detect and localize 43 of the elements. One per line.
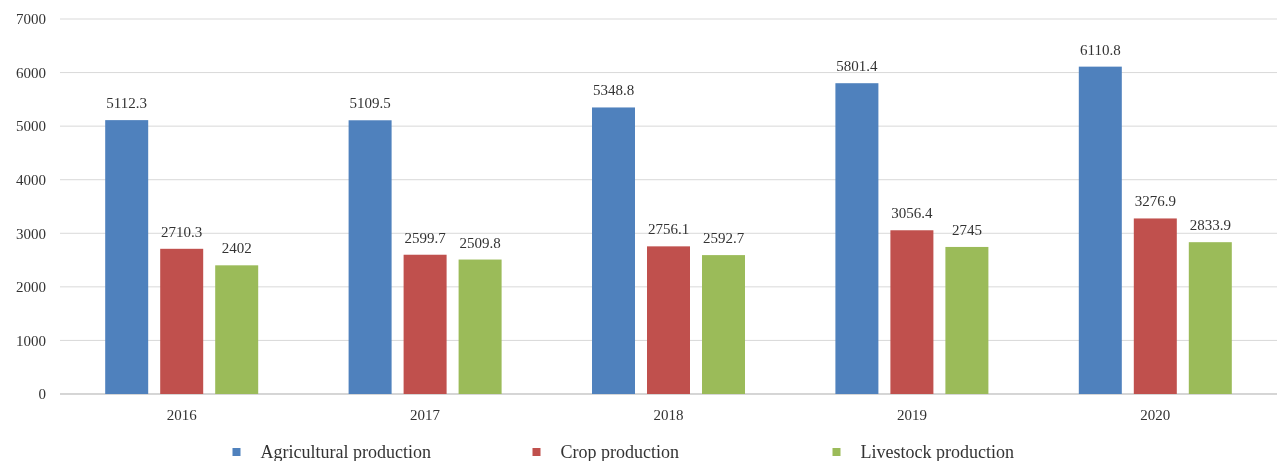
- data-label: 5348.8: [592, 82, 635, 99]
- data-label: 2592.7: [702, 230, 745, 247]
- data-label: 2599.7: [404, 229, 447, 246]
- bar: [835, 83, 879, 394]
- y-tick-label: 1000: [16, 332, 46, 349]
- bar: [160, 248, 204, 394]
- y-tick-label: 7000: [16, 11, 46, 28]
- y-tick-label: 2000: [16, 279, 46, 296]
- x-tick-label: 2016: [166, 407, 198, 423]
- data-label: 5112.3: [106, 95, 148, 112]
- x-tick-label: 2020: [1140, 407, 1171, 423]
- bar: [348, 120, 392, 394]
- data-label: 3056.4: [891, 205, 934, 222]
- bar: [215, 265, 259, 394]
- bar: [1078, 66, 1122, 394]
- data-label: 2756.1: [647, 221, 690, 238]
- bar: [1133, 218, 1177, 394]
- bar: [458, 259, 502, 394]
- x-tick-label: 2019: [896, 407, 927, 423]
- y-tick-label: 4000: [16, 171, 46, 188]
- data-label: 2710.3: [161, 223, 203, 240]
- bar: [1188, 242, 1232, 394]
- bar: [403, 254, 447, 394]
- data-label: 3276.9: [1134, 193, 1176, 210]
- bar: [702, 255, 745, 394]
- bar: [105, 120, 149, 394]
- bar: [890, 230, 934, 394]
- bar: [647, 246, 690, 394]
- x-tick-label: 2017: [410, 407, 441, 423]
- bar: [592, 107, 635, 394]
- data-label: 5109.5: [349, 95, 391, 112]
- y-tick-label: 0: [38, 386, 46, 403]
- data-label: 5801.4: [836, 58, 879, 75]
- data-label: 2509.8: [459, 234, 501, 251]
- data-label: 2833.9: [1189, 217, 1231, 234]
- x-tick-label: 2018: [653, 407, 684, 423]
- y-tick-label: 6000: [16, 64, 46, 81]
- data-label: 2402: [221, 240, 252, 257]
- data-label: 6110.8: [1079, 41, 1121, 58]
- y-tick-label: 5000: [16, 118, 46, 135]
- data-label: 2745: [951, 221, 982, 238]
- bar: [945, 246, 989, 394]
- y-tick-label: 3000: [16, 225, 46, 242]
